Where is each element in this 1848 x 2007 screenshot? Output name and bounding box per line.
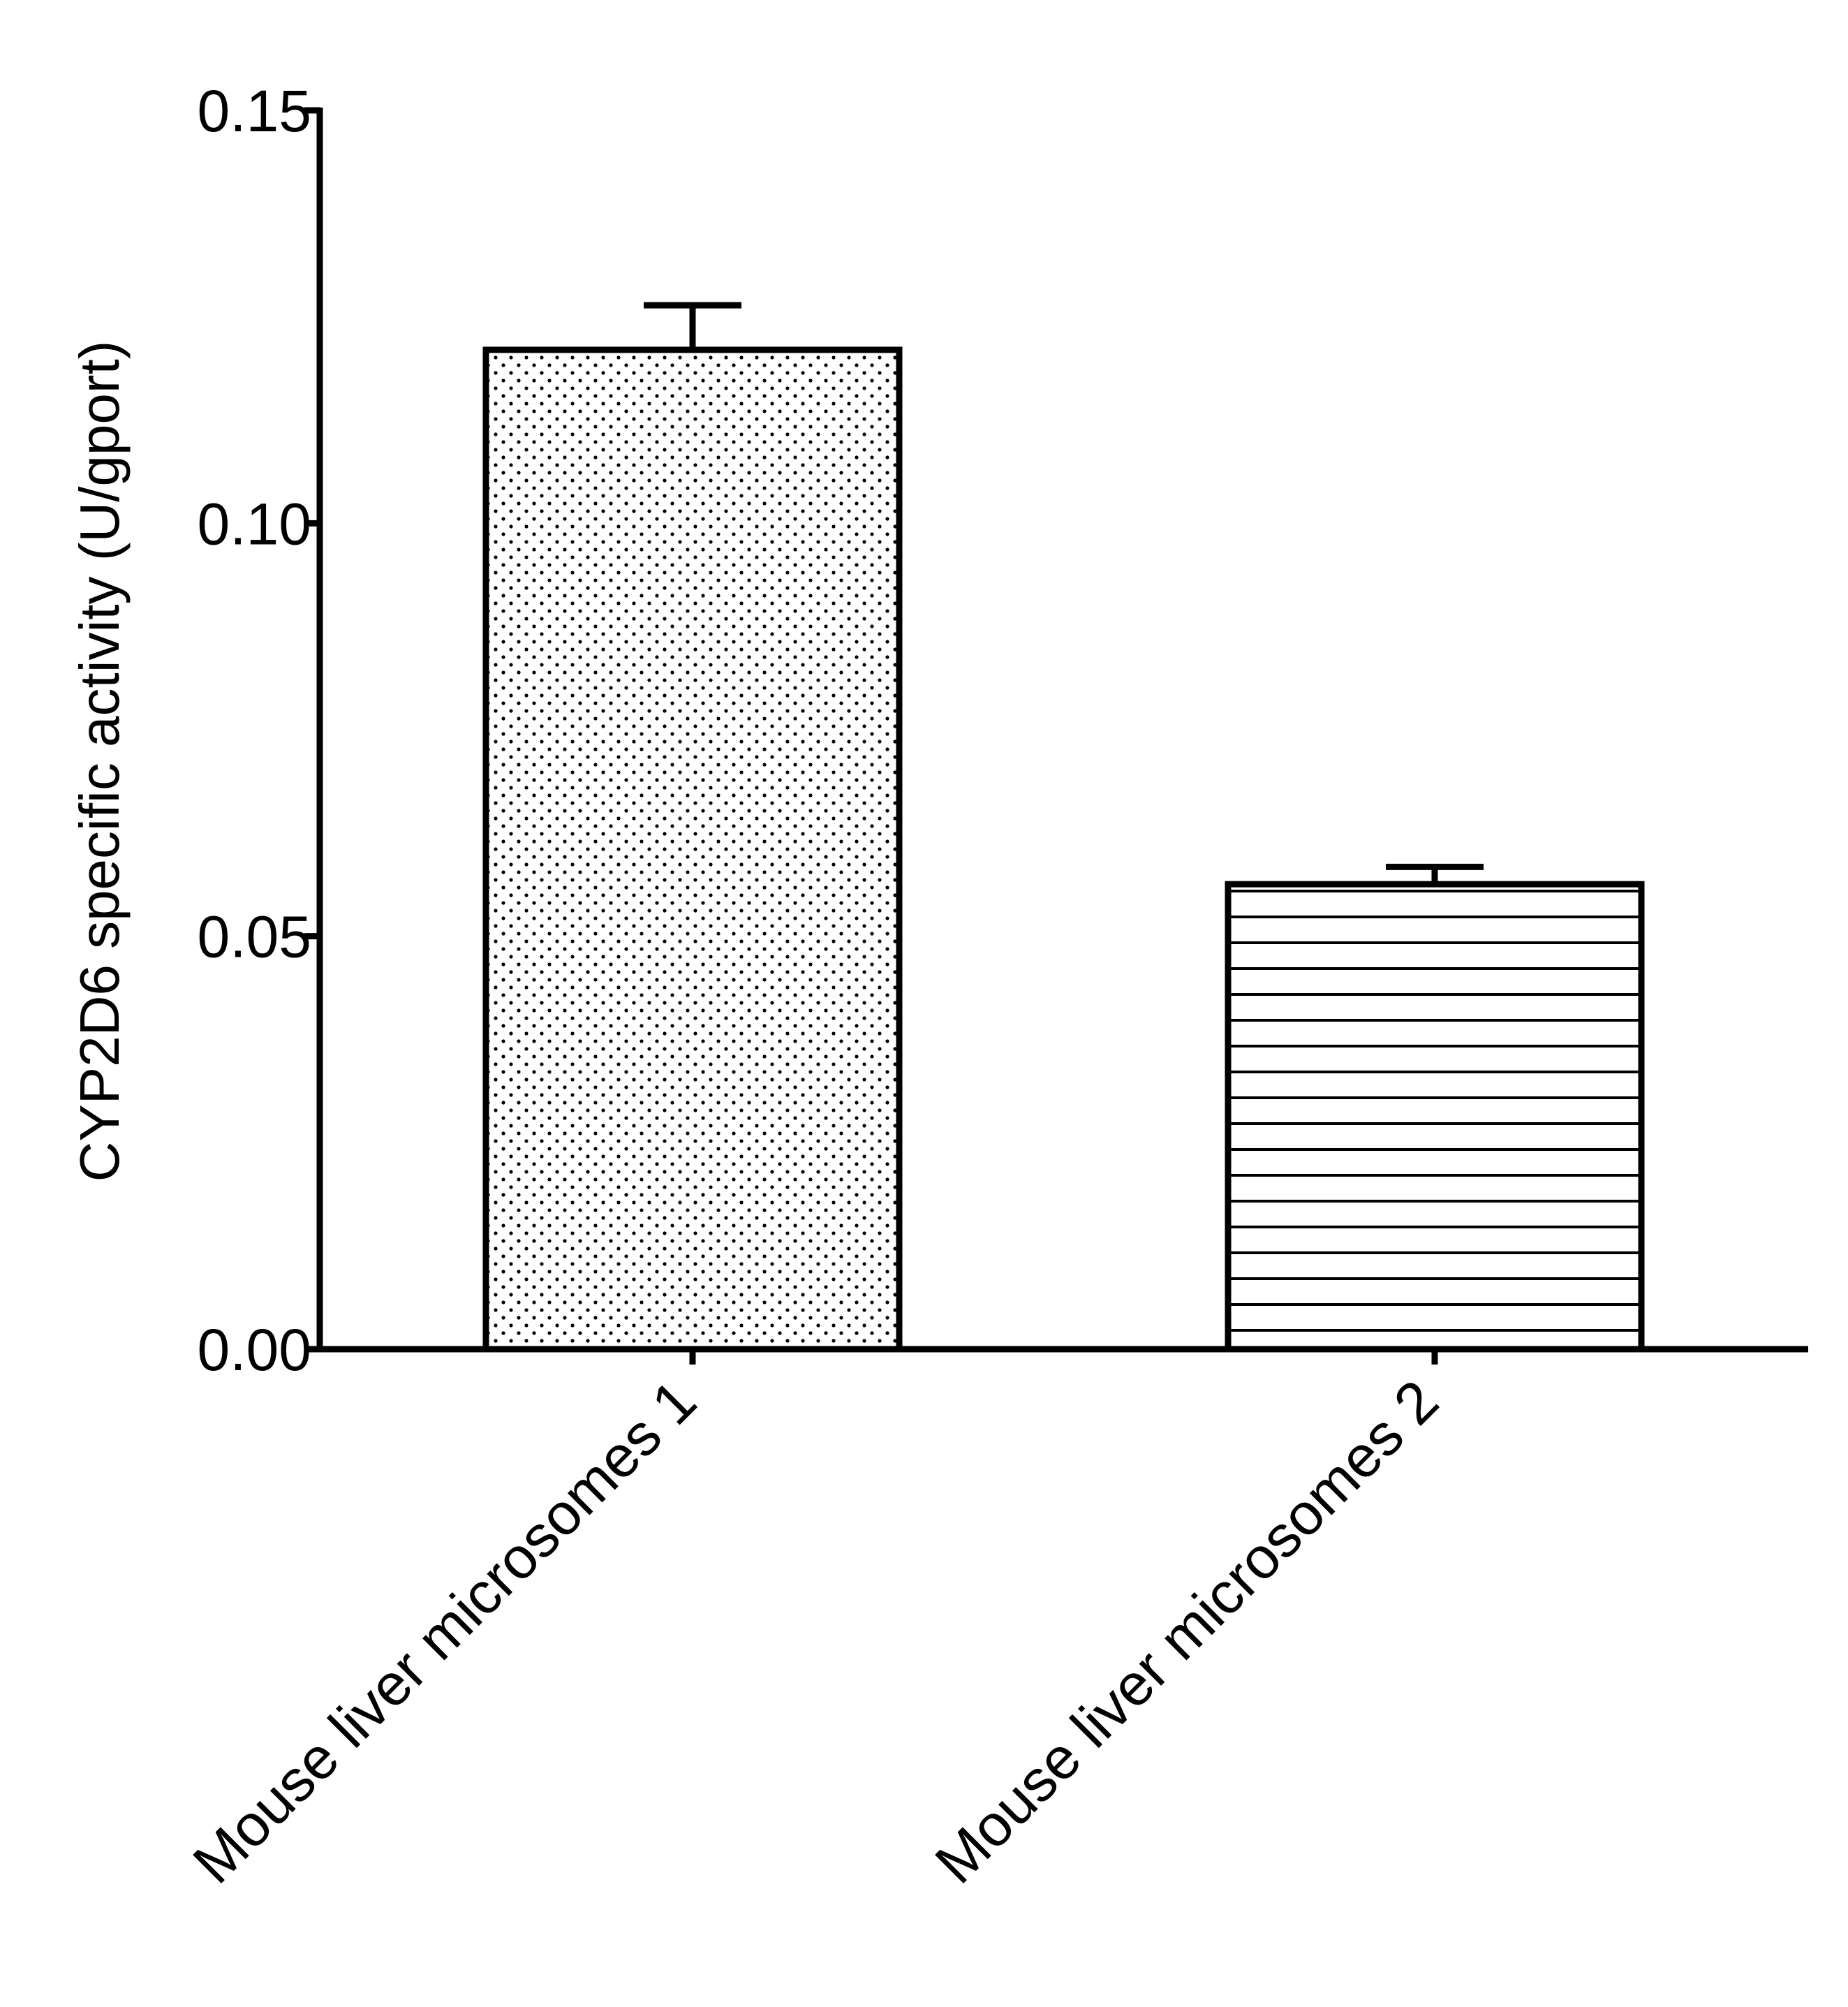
x-ticks: Mouse liver microsomes 1 Mouse liver micr… xyxy=(180,1349,1451,1896)
y-tick-label: 0.05 xyxy=(198,904,312,970)
bars-layer xyxy=(482,346,1645,1353)
y-tick-label: 0.15 xyxy=(198,78,312,144)
y-ticks: 0.00 0.05 0.10 0.15 xyxy=(198,78,320,1383)
y-tick-label: 0.00 xyxy=(198,1317,312,1383)
y-tick-label: 0.10 xyxy=(198,491,312,557)
y-axis-title: CYP2D6 specific activity (U/gport) xyxy=(68,341,131,1182)
x-category-label: Mouse liver microsomes 2 xyxy=(922,1367,1450,1895)
bar-1 xyxy=(482,346,903,1353)
error-bars-layer xyxy=(644,302,1484,885)
x-category-label: Mouse liver microsomes 1 xyxy=(180,1367,708,1895)
bar-2 xyxy=(1225,881,1645,1353)
